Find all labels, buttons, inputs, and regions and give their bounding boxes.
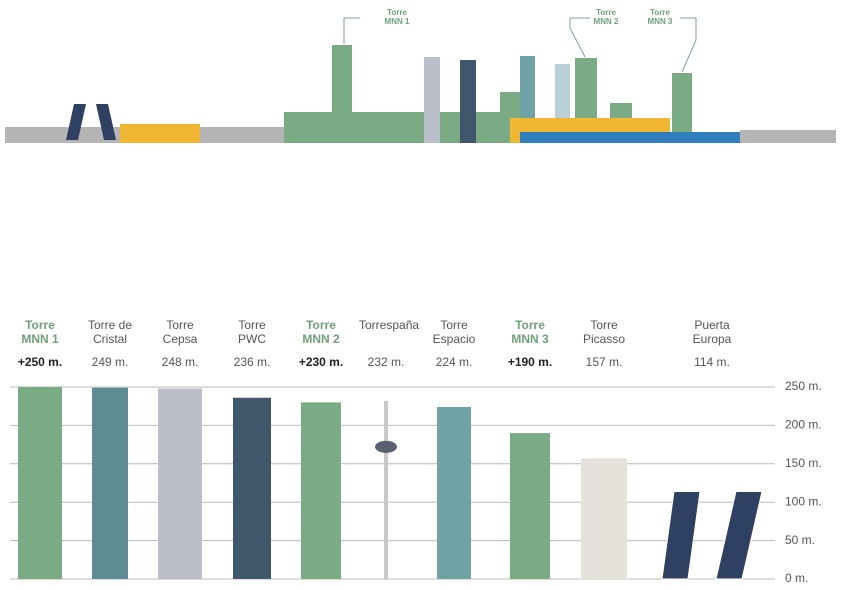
bar [581,458,627,579]
bar-part [384,400,388,579]
value-label: 232 m. [367,355,405,369]
y-tick-label: 250 m. [785,379,822,393]
category-label: Puerta Europa [692,318,732,346]
y-tick-label: 50 m. [785,533,815,547]
category-label: Torre MNN 1 [21,318,59,346]
bar [375,400,397,579]
skyline-label: Torre MNN 1 [384,8,410,26]
y-tick-label: 200 m. [785,418,822,432]
y-tick-label: 100 m. [785,494,822,508]
bar-part [661,490,701,580]
category-label: Torre de Cristal [87,318,133,346]
bar [510,433,550,579]
value-label: +190 m. [507,355,553,369]
value-label: 157 m. [585,355,623,369]
bar-part [715,490,763,580]
value-label: 248 m. [161,355,199,369]
value-label: +250 m. [17,355,63,369]
skyline-label: Torre MNN 2 [593,8,619,26]
skyline-label: Torre MNN 3 [647,8,673,26]
bar [661,490,763,580]
category-label: Torre Picasso [582,318,626,346]
bar [158,388,202,579]
y-tick-label: 150 m. [785,456,822,470]
bar [437,406,471,579]
value-label: 236 m. [233,355,271,369]
bar-part [375,440,397,453]
category-label: Torrespaña [359,318,420,332]
value-label: +230 m. [298,355,344,369]
y-tick-label: 0 m. [785,571,808,585]
value-label: 224 m. [435,355,473,369]
category-label: Torre Espacio [432,318,476,346]
bar [301,402,341,579]
bar [233,397,271,579]
category-label: Torre MNN 2 [302,318,340,346]
skyline [5,17,836,143]
category-label: Torre PWC [238,318,266,346]
category-label: Torre MNN 3 [511,318,549,346]
bar [18,387,62,579]
value-label: 249 m. [91,355,129,369]
value-label: 114 m. [694,355,730,369]
category-label: Torre Cepsa [162,318,198,346]
bar [92,387,128,579]
